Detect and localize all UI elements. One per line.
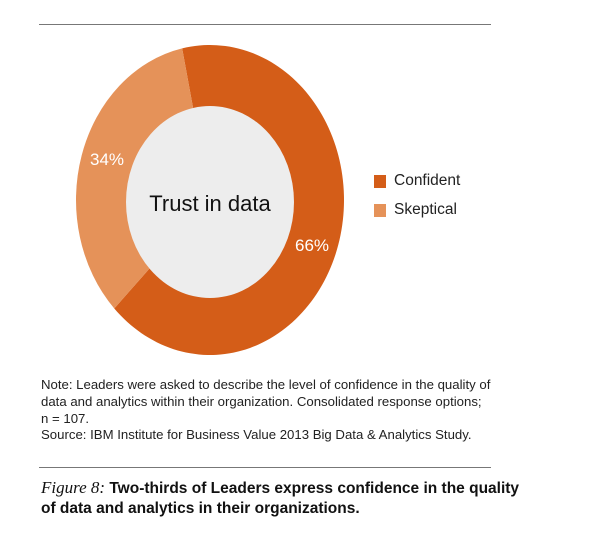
legend-item-skeptical: Skeptical bbox=[374, 201, 457, 219]
caption-text: Two-thirds of Leaders express confidence… bbox=[41, 480, 520, 517]
chart-note: Note: Leaders were asked to describe the… bbox=[41, 377, 501, 444]
donut-chart: Trust in data 34% 66% bbox=[75, 45, 345, 355]
legend-label: Confident bbox=[394, 172, 461, 189]
figure-caption: Figure 8: Two-thirds of Leaders express … bbox=[41, 478, 521, 519]
note-source: Source: IBM Institute for Business Value… bbox=[41, 427, 472, 443]
caption-rule bbox=[39, 467, 491, 468]
note-sample-size: n = 107. bbox=[41, 410, 90, 426]
legend-swatch-skeptical bbox=[374, 203, 386, 217]
data-label-skeptical: 34% bbox=[90, 150, 124, 169]
top-rule bbox=[39, 24, 491, 25]
legend-item-confident: Confident bbox=[374, 172, 460, 190]
note-text: Note: Leaders were asked to describe the… bbox=[41, 377, 491, 409]
donut-center bbox=[126, 106, 294, 298]
data-label-confident: 66% bbox=[295, 236, 329, 255]
center-label: Trust in data bbox=[149, 191, 271, 216]
figure-label: Figure 8: bbox=[41, 478, 106, 497]
legend-label: Skeptical bbox=[394, 201, 457, 218]
legend-swatch-confident bbox=[374, 174, 386, 188]
